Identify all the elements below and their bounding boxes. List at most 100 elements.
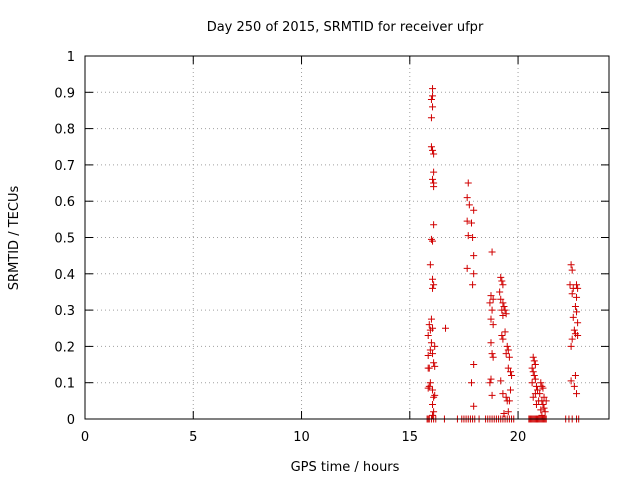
- data-point: [464, 179, 472, 187]
- data-point: [498, 277, 506, 285]
- data-point: [429, 400, 437, 408]
- data-point: [566, 281, 574, 289]
- data-point: [574, 332, 582, 340]
- data-point: [531, 375, 539, 383]
- data-point: [570, 326, 578, 334]
- data-point: [488, 248, 496, 256]
- grid-lines: [85, 56, 609, 419]
- data-point: [427, 339, 435, 347]
- data-point: [429, 275, 437, 283]
- data-point: [541, 408, 549, 416]
- data-point: [529, 368, 537, 376]
- data-point: [486, 299, 494, 307]
- y-tick-label: 0.6: [54, 195, 75, 210]
- data-point: [488, 306, 496, 314]
- y-axis-label: SRMTID / TECUs: [7, 186, 22, 291]
- data-point: [442, 324, 450, 332]
- data-point: [429, 175, 437, 183]
- data-point: [468, 379, 476, 387]
- data-point: [571, 302, 579, 310]
- x-axis-label: GPS time / hours: [291, 460, 400, 475]
- data-point: [426, 379, 434, 387]
- data-point: [426, 326, 434, 334]
- y-tick-label: 0.3: [54, 304, 75, 319]
- data-point: [429, 92, 437, 100]
- data-point: [567, 261, 575, 269]
- data-point: [426, 346, 434, 354]
- axis-ticks: 00.10.20.30.40.50.60.70.80.910 5 10 15 20: [54, 50, 609, 445]
- data-point: [488, 391, 496, 399]
- data-point: [486, 379, 494, 387]
- data-point: [430, 408, 438, 416]
- data-point: [429, 103, 437, 111]
- data-point: [429, 411, 437, 419]
- y-tick-label: 0.5: [54, 232, 75, 247]
- data-point: [502, 393, 510, 401]
- y-tick-label: 0.4: [54, 268, 75, 283]
- data-point: [431, 342, 439, 350]
- data-point: [424, 332, 432, 340]
- data-point: [499, 335, 507, 343]
- data-point: [532, 400, 540, 408]
- data-point: [537, 379, 545, 387]
- data-point: [487, 375, 495, 383]
- data-point: [431, 362, 439, 370]
- data-point: [429, 284, 437, 292]
- data-point: [427, 96, 435, 104]
- data-point: [496, 288, 504, 296]
- data-point: [470, 402, 478, 410]
- data-point: [502, 310, 510, 318]
- data-point: [424, 364, 432, 372]
- data-point: [540, 404, 548, 412]
- data-point: [539, 400, 547, 408]
- y-tick-label: 0.9: [54, 86, 75, 101]
- y-tick-label: 0.7: [54, 159, 75, 174]
- data-point: [530, 357, 538, 365]
- data-point: [568, 266, 576, 274]
- data-point: [568, 335, 576, 343]
- data-point: [504, 346, 512, 354]
- data-point: [430, 168, 438, 176]
- data-point: [573, 390, 581, 398]
- data-point: [501, 328, 509, 336]
- data-point: [573, 281, 581, 289]
- data-point: [470, 361, 478, 369]
- data-point: [487, 339, 495, 347]
- data-point: [489, 353, 497, 361]
- data-point: [470, 206, 478, 214]
- data-point: [469, 281, 477, 289]
- data-point: [469, 234, 477, 241]
- data-point: [502, 350, 510, 358]
- data-point: [498, 332, 506, 340]
- data-point: [430, 281, 438, 289]
- data-point: [536, 390, 544, 398]
- data-point: [499, 390, 507, 398]
- data-point: [574, 284, 582, 292]
- data-point: [505, 353, 513, 361]
- data-point: [497, 273, 505, 281]
- data-point: [489, 295, 497, 303]
- data-point: [506, 368, 514, 376]
- data-point: [470, 252, 478, 260]
- x-tick-label: 15: [402, 430, 419, 445]
- data-point: [569, 313, 577, 321]
- x-tick-label: 0: [81, 430, 89, 445]
- data-point: [531, 361, 539, 369]
- data-point: [463, 264, 471, 272]
- plot-frame: [84, 55, 610, 420]
- data-point: [505, 397, 513, 405]
- data-point: [499, 299, 507, 307]
- data-point: [463, 194, 471, 202]
- data-point: [429, 146, 437, 154]
- chart-title: Day 250 of 2015, SRMTID for receiver ufp…: [207, 20, 484, 35]
- data-point: [464, 232, 472, 240]
- data-point: [429, 350, 437, 358]
- data-point: [567, 377, 575, 385]
- y-tick-label: 0.2: [54, 340, 75, 355]
- x-tick-label: 10: [293, 430, 310, 445]
- data-point: [499, 281, 507, 289]
- data-point: [429, 85, 437, 93]
- data-point: [573, 293, 581, 301]
- data-point: [538, 382, 546, 390]
